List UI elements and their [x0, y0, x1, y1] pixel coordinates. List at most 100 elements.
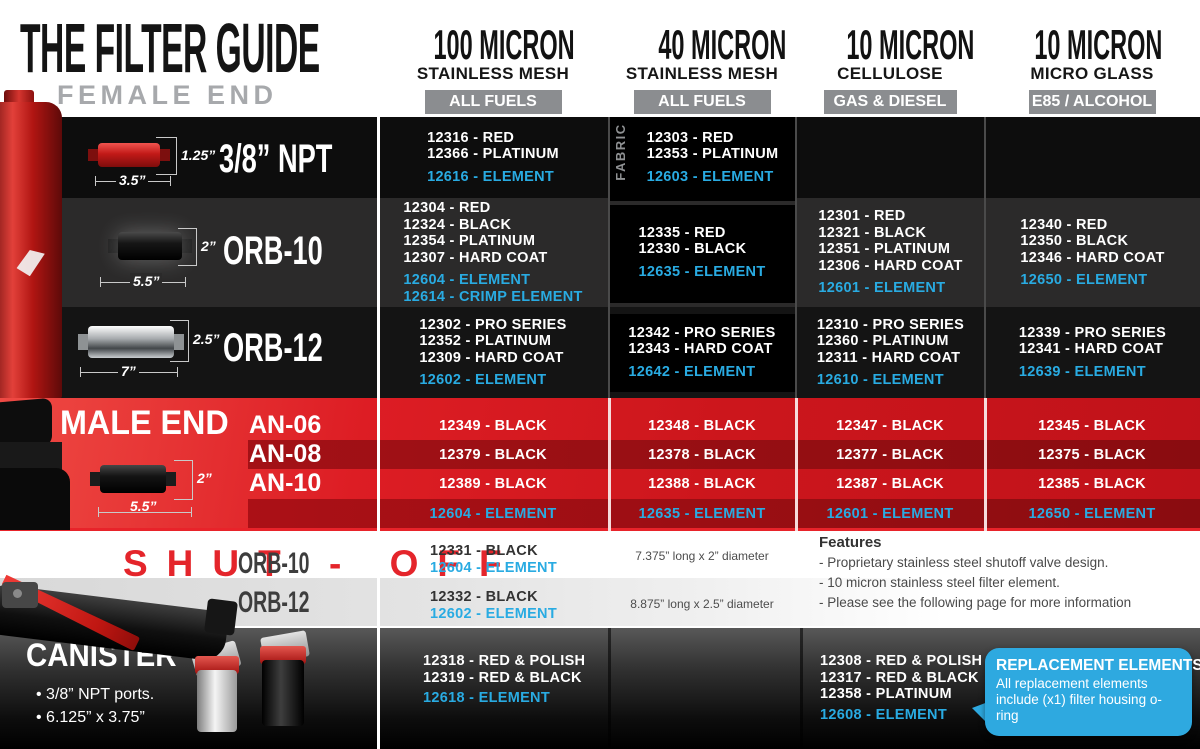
- replacement-elements-callout: REPLACEMENT ELEMENTS All replacement ele…: [985, 648, 1200, 736]
- shutoff-valve-image: [204, 598, 238, 636]
- part-number: 12303 - RED: [646, 129, 734, 146]
- column-micron: 10 MICRON: [846, 21, 975, 68]
- cell-orb10-glass: 12340 - RED 12350 - BLACK 12346 - HARD COA…: [985, 198, 1200, 307]
- element-number: 12604 - ELEMENT: [403, 272, 531, 288]
- dim-line: [196, 228, 197, 266]
- row-orb12: [0, 307, 1200, 398]
- orb12-filter-image: [88, 326, 174, 358]
- row-label-orb12: ORB-12: [223, 326, 323, 370]
- element-number: 12642 - ELEMENT: [628, 363, 756, 380]
- fuel-badge: GAS & DIESEL: [823, 90, 957, 114]
- inset-box: [609, 314, 795, 392]
- element-number: 12602 - ELEMENT: [430, 605, 557, 622]
- cell-canister-cellulose: 12308 - RED & POLISH 12317 - RED & BLACK 1…: [820, 653, 982, 723]
- cell-orb12-100: 12302 - PRO SERIES 12352 - PLATINUM 12309 …: [378, 307, 608, 398]
- element-number: 12603 - ELEMENT: [646, 168, 774, 185]
- main-divider: [377, 117, 380, 749]
- row-label-an06: AN-06: [249, 411, 322, 439]
- column-header-10-micron-cellulose: 10 MICRON CELLULOSE GAS & DIESEL: [796, 21, 984, 114]
- dim-line: [188, 320, 189, 362]
- features-title: Features: [819, 534, 882, 551]
- orb10-filter-image: [118, 232, 182, 260]
- column-header-40-micron: 40 MICRON STAINLESS MESH ALL FUELS: [608, 24, 796, 114]
- canister-black-image: [262, 660, 304, 726]
- part-number: 12316 - RED: [427, 129, 515, 146]
- filter-fitting: [78, 334, 88, 350]
- column-media: CELLULOSE: [837, 64, 943, 83]
- male-element-cell: 12601 - ELEMENT: [826, 506, 954, 522]
- dim-line: [80, 367, 81, 377]
- dim-line: [177, 367, 178, 377]
- part-number: 12309 - HARD COAT: [419, 349, 564, 366]
- part-number: 12310 - PRO SERIES: [816, 316, 965, 333]
- element-number: 12602 - ELEMENT: [419, 372, 547, 388]
- dim-line: [98, 507, 99, 517]
- dim-line: [191, 507, 192, 517]
- shutoff-row-label-orb12: ORB-12: [238, 586, 310, 619]
- dim-line: [170, 361, 188, 362]
- part-number: 12352 - PLATINUM: [419, 333, 552, 349]
- column-micron: 10 MICRON: [1034, 21, 1163, 68]
- element-number: 12635 - ELEMENT: [638, 263, 766, 280]
- shutoff-dimension-orb10: 7.375” long x 2” diameter: [635, 549, 769, 563]
- dim-length-label: 5.5”: [130, 498, 157, 514]
- part-number: 12341 - HARD COAT: [1018, 341, 1164, 358]
- column-media: MICRO GLASS: [1030, 64, 1154, 83]
- male-fitting-image: [0, 468, 70, 530]
- column-divider: [608, 398, 611, 531]
- column-divider: [795, 117, 797, 398]
- element-number: 12601 - ELEMENT: [818, 280, 946, 297]
- part-number: 12324 - BLACK: [403, 216, 512, 233]
- feature-item: - Proprietary stainless steel shutoff va…: [819, 555, 1109, 570]
- features-block: Features - Proprietary stainless steel s…: [819, 533, 1131, 613]
- element-number: 12608 - ELEMENT: [820, 706, 947, 723]
- cell-orb10-40: 12335 - RED 12330 - BLACK 12635 - ELEMENT: [609, 198, 795, 307]
- male-cell: 12377 - BLACK: [836, 447, 944, 463]
- row-label-an10: AN-10: [249, 469, 322, 497]
- dim-height-label: 2.5”: [193, 331, 220, 347]
- shutoff-row-label-orb10: ORB-10: [238, 547, 310, 580]
- part-number: 12351 - PLATINUM: [818, 241, 951, 258]
- male-cell: 12389 - BLACK: [439, 476, 547, 492]
- dim-length-label: 3.5”: [116, 172, 149, 188]
- male-end-title: MALE END: [60, 404, 229, 442]
- page-subtitle: FEMALE END: [57, 80, 278, 110]
- column-header-100-micron: 100 MICRON STAINLESS MESH ALL FUELS: [378, 24, 608, 114]
- male-cell: 12379 - BLACK: [439, 447, 547, 463]
- male-end-section: [0, 398, 1200, 531]
- fuel-badge: ALL FUELS: [424, 90, 562, 114]
- shutoff-dimension-orb12: 8.875” long x 2.5” diameter: [630, 597, 774, 611]
- part-number: 12342 - PRO SERIES: [628, 324, 776, 341]
- part-number: 12306 - HARD COAT: [818, 257, 963, 274]
- column-divider: [984, 117, 986, 398]
- part-number: 12335 - RED: [638, 224, 726, 241]
- part-number: 12330 - BLACK: [638, 241, 747, 258]
- shutoff-title: SHUT - OFF: [123, 543, 521, 584]
- column-divider: [795, 398, 798, 531]
- dim-line: [156, 137, 176, 138]
- part-number: 12321 - BLACK: [818, 224, 927, 241]
- male-cell: 12375 - BLACK: [1038, 447, 1146, 463]
- canister-cap-image: [260, 646, 306, 664]
- cell-orb12-40: 12342 - PRO SERIES 12343 - HARD COAT 1264…: [609, 307, 795, 398]
- dim-line: [98, 512, 192, 513]
- part-number: 12339 - PRO SERIES: [1018, 324, 1167, 341]
- male-element-cell: 12604 - ELEMENT: [429, 506, 557, 522]
- dim-height-label: 2”: [201, 238, 216, 254]
- part-number: 12331 - BLACK: [430, 543, 538, 559]
- row-orb10: [0, 198, 1200, 307]
- filter-fitting: [182, 239, 192, 253]
- cell-orb10-100: 12304 - RED 12324 - BLACK 12354 - PLATINUM…: [378, 198, 608, 307]
- part-number: 12317 - RED & BLACK: [820, 669, 979, 686]
- male-cell: 12348 - BLACK: [648, 418, 756, 434]
- part-number: 12304 - RED: [403, 200, 491, 216]
- dim-height-label: 2”: [197, 470, 212, 486]
- element-number: 12639 - ELEMENT: [1018, 363, 1146, 380]
- dim-line: [174, 460, 192, 461]
- element-number: 12614 - CRIMP ELEMENT: [403, 288, 583, 305]
- dim-height-label: 1.25”: [181, 147, 216, 163]
- part-number: 12346 - HARD COAT: [1020, 249, 1165, 266]
- male-filter-image: [100, 465, 166, 493]
- element-number: 12650 - ELEMENT: [1020, 272, 1148, 288]
